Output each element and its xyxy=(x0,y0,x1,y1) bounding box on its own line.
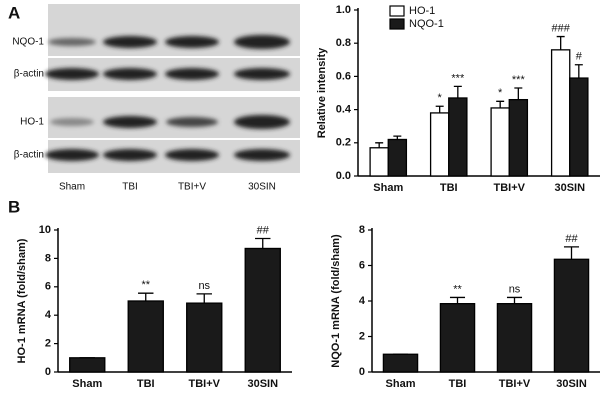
bar xyxy=(369,147,389,177)
error-bar xyxy=(255,237,271,249)
error-bar xyxy=(514,87,523,100)
bar xyxy=(439,303,476,373)
y-tick-label: 6 xyxy=(359,259,365,271)
x-tick-label: Sham xyxy=(72,378,102,390)
error-bar xyxy=(449,296,466,304)
error-bar xyxy=(556,35,565,50)
y-tick-label: 0.0 xyxy=(336,170,351,182)
error-bar xyxy=(196,293,212,304)
x-tick-label: Sham xyxy=(373,182,403,194)
x-tick-label: TBI xyxy=(449,378,467,390)
error-bar xyxy=(375,142,384,148)
x-tick-label: TBI+V xyxy=(494,182,526,194)
blot-row-label: HO-1 xyxy=(20,117,44,128)
error-bar xyxy=(496,100,505,108)
bar xyxy=(382,353,419,373)
blot-lane-label: Sham xyxy=(59,182,85,193)
bar xyxy=(448,97,468,177)
bar xyxy=(69,357,106,373)
significance-label: # xyxy=(576,51,583,63)
y-tick-label: 0.4 xyxy=(336,104,352,116)
x-tick-label: TBI xyxy=(137,378,155,390)
x-tick-label: TBI xyxy=(440,182,458,194)
western-blot: NQO-1 β-actin HO-1 β-actin Sham TBI TBI+… xyxy=(12,4,300,193)
x-tick-label: 30SIN xyxy=(247,378,278,390)
blot-lane-label: 30SIN xyxy=(248,182,276,193)
bar xyxy=(387,138,408,177)
y-tick-label: 8 xyxy=(359,224,365,236)
bar xyxy=(429,112,450,177)
bar xyxy=(127,300,164,373)
y-tick-label: 6 xyxy=(45,281,51,293)
y-tick-label: 0.6 xyxy=(336,70,351,82)
x-tick-label: 30SIN xyxy=(556,378,587,390)
x-tick-label: TBI+V xyxy=(189,378,221,390)
bar xyxy=(490,107,510,177)
error-bar xyxy=(435,105,444,113)
y-tick-label: 2 xyxy=(45,338,51,350)
blot-lane-label: TBI xyxy=(122,182,138,193)
significance-label: ns xyxy=(509,283,521,295)
significance-label: *** xyxy=(512,74,526,86)
blot-row-label: NQO-1 xyxy=(12,37,44,48)
y-tick-label: 0 xyxy=(359,366,365,378)
bar xyxy=(244,247,281,373)
y-tick-label: 4 xyxy=(359,295,366,307)
x-tick-label: Sham xyxy=(386,378,416,390)
error-bar xyxy=(138,292,154,301)
legend-label: HO-1 xyxy=(409,5,435,17)
significance-label: ** xyxy=(141,279,150,291)
legend-swatch xyxy=(389,5,405,17)
blot-lane-label: TBI+V xyxy=(178,182,206,193)
y-axis-label: Relative intensity xyxy=(316,47,328,138)
panel-label: B xyxy=(8,197,20,216)
bar xyxy=(553,258,590,373)
y-tick-label: 0 xyxy=(45,366,51,378)
x-tick-label: 30SIN xyxy=(554,182,585,194)
y-tick-label: 8 xyxy=(45,252,51,264)
y-tick-label: 2 xyxy=(359,330,365,342)
significance-label: * xyxy=(438,92,443,104)
legend-swatch xyxy=(389,18,405,30)
bar xyxy=(496,303,533,373)
legend-label: NQO-1 xyxy=(409,18,444,30)
significance-label: ** xyxy=(453,283,462,295)
panel-label: A xyxy=(8,3,20,22)
blot-bands xyxy=(45,35,290,161)
y-tick-label: 0.8 xyxy=(336,37,351,49)
y-tick-label: 10 xyxy=(39,224,51,236)
blot-row-label: β-actin xyxy=(14,150,44,161)
bar xyxy=(186,302,223,373)
error-bar xyxy=(563,246,580,260)
significance-label: ## xyxy=(565,233,578,245)
error-bar xyxy=(453,85,462,98)
y-axis-label: HO-1 mRNA (fold/sham) xyxy=(16,238,28,363)
significance-label: ## xyxy=(257,224,270,236)
bar xyxy=(569,77,589,177)
significance-label: * xyxy=(498,87,503,99)
error-bar xyxy=(506,296,523,304)
significance-label: ### xyxy=(551,22,570,34)
blot-membrane xyxy=(48,97,300,173)
error-bar xyxy=(574,64,583,79)
bar xyxy=(550,49,571,177)
y-tick-label: 4 xyxy=(45,309,52,321)
x-tick-label: TBI+V xyxy=(499,378,531,390)
y-tick-label: 1.0 xyxy=(336,4,351,16)
error-bar xyxy=(393,135,402,140)
significance-label: *** xyxy=(451,72,465,84)
blot-row-label: β-actin xyxy=(14,69,44,80)
significance-label: ns xyxy=(198,280,210,292)
bar xyxy=(508,98,529,177)
y-axis-label: NQO-1 mRNA (fold/sham) xyxy=(330,234,342,368)
y-tick-label: 0.2 xyxy=(336,137,351,149)
